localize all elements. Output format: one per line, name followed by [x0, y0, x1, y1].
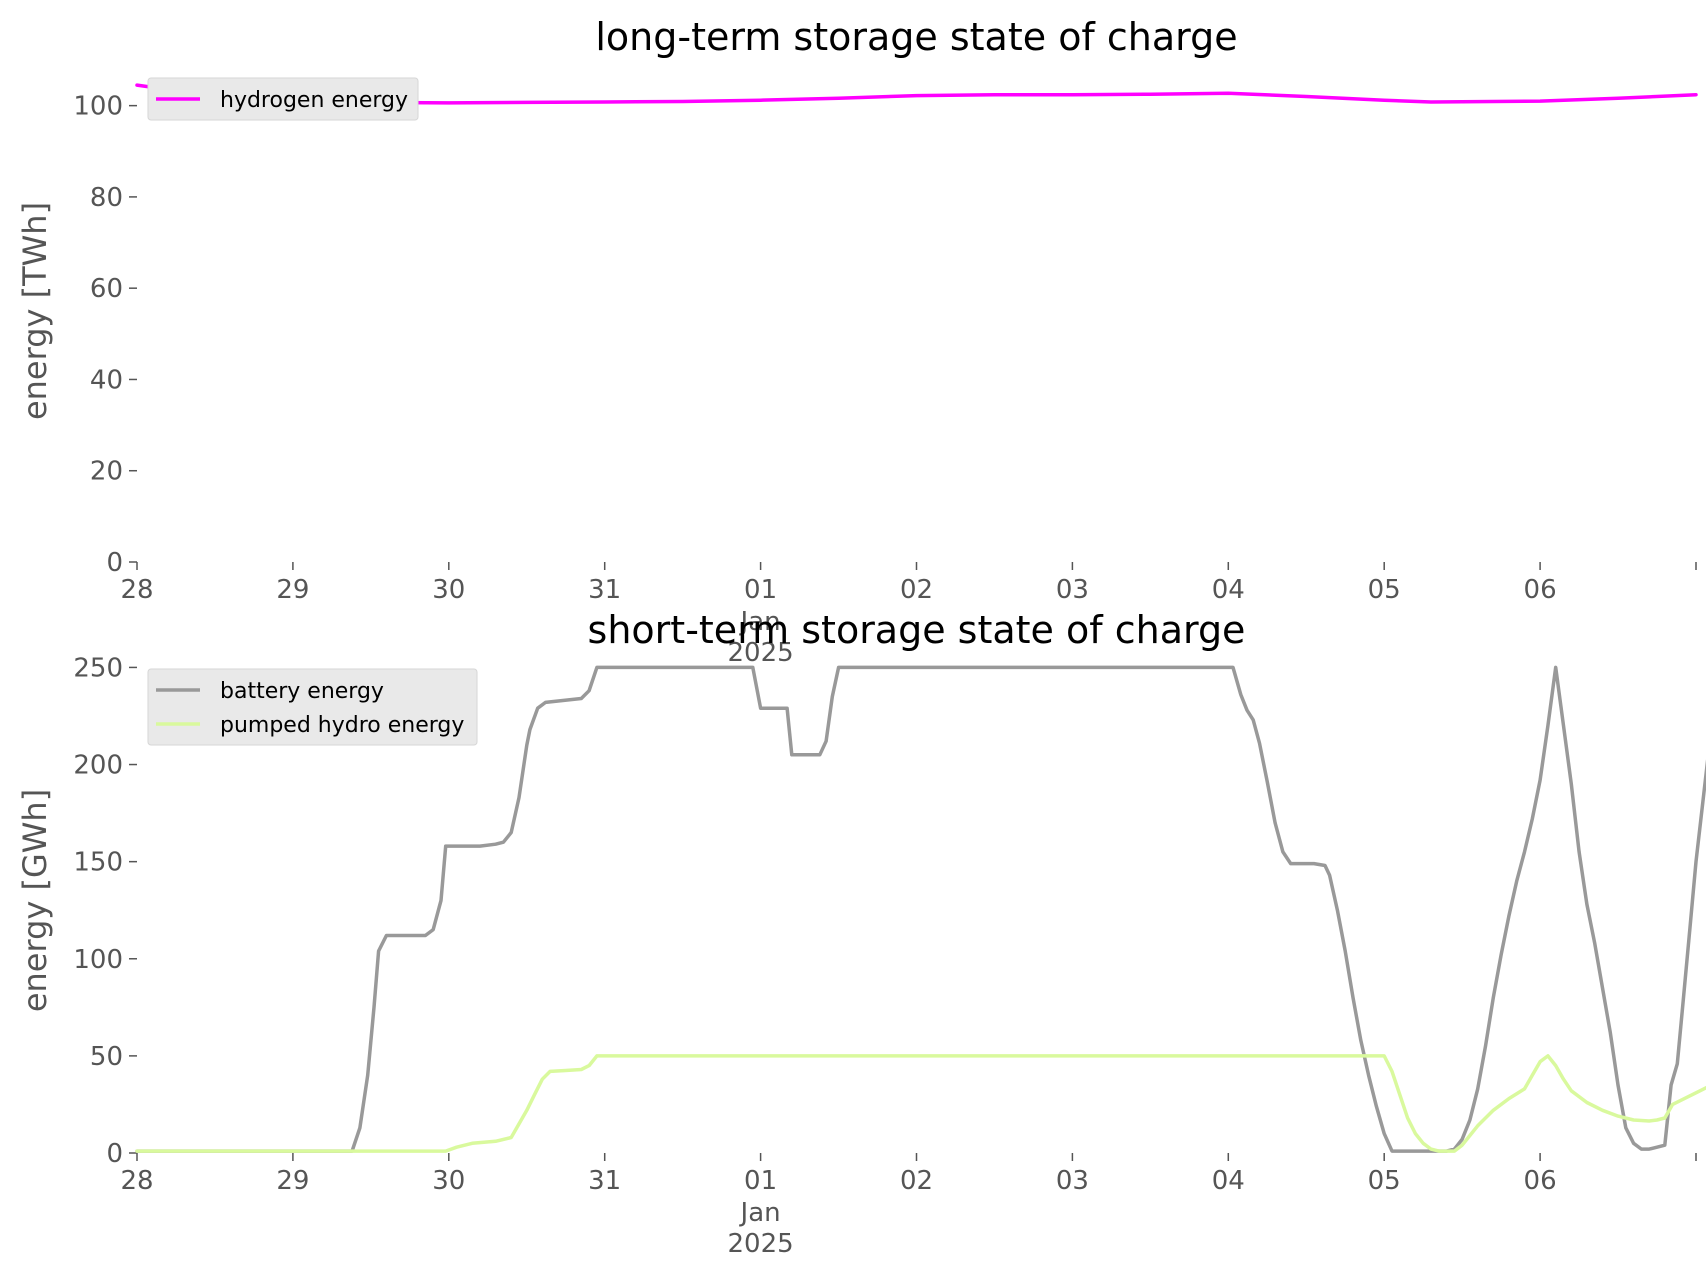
legend: battery energy pumped hydro energy [147, 668, 478, 746]
x-year-label: 2025 [728, 1229, 794, 1259]
y-tick-label: 50 [90, 1042, 123, 1072]
x-tick-label: 02 [900, 1166, 933, 1196]
y-tick-label: 80 [90, 183, 123, 213]
x-year-label: 2025 [728, 638, 794, 668]
x-tick-label: 29 [276, 1166, 309, 1196]
x-tick-label: 06 [1524, 575, 1557, 605]
x-month-label: Jan [739, 1198, 781, 1228]
x-tick-label: 05 [1368, 575, 1401, 605]
long-term-storage-panel: long-term storage state of charge energy … [16, 15, 1698, 668]
y-axis-label: energy [TWh] [16, 202, 54, 420]
y-tick-label: 0 [106, 1139, 123, 1169]
y-tick-label: 0 [106, 548, 123, 578]
series-line-battery-energy [135, 665, 1706, 1153]
series-line-pumped-hydro-energy [135, 1054, 1706, 1153]
chart-title: long-term storage state of charge [595, 15, 1237, 59]
x-tick-label: 28 [120, 1166, 153, 1196]
x-month-label: Jan [739, 607, 781, 637]
y-tick-label: 150 [73, 848, 123, 878]
legend-box [147, 77, 419, 121]
x-tick-label: 30 [432, 1166, 465, 1196]
legend-label: pumped hydro energy [220, 713, 464, 738]
legend-label: battery energy [220, 679, 384, 704]
x-tick-label: 01 [744, 575, 777, 605]
x-tick-label: 03 [1056, 1166, 1089, 1196]
legend-box [147, 668, 478, 746]
y-tick-label: 60 [90, 274, 123, 304]
x-tick-label: 06 [1524, 1166, 1557, 1196]
x-tick-label: 04 [1212, 1166, 1245, 1196]
short-term-storage-panel: short-term storage state of charge energy… [16, 608, 1706, 1259]
x-tick-label: 04 [1212, 575, 1245, 605]
y-tick-label: 250 [73, 653, 123, 683]
chart-title: short-term storage state of charge [588, 608, 1246, 652]
x-tick-label: 02 [900, 575, 933, 605]
y-axis-label: energy [GWh] [16, 789, 54, 1012]
x-tick-label: 31 [588, 575, 621, 605]
x-tick-label: 01 [744, 1166, 777, 1196]
x-tick-label: 30 [432, 575, 465, 605]
y-tick-label: 100 [73, 92, 123, 122]
y-tick-label: 100 [73, 945, 123, 975]
y-tick-label: 40 [90, 365, 123, 395]
x-tick-label: 29 [276, 575, 309, 605]
legend-label: hydrogen energy [220, 88, 408, 113]
x-tick-label: 03 [1056, 575, 1089, 605]
x-tick-label: 31 [588, 1166, 621, 1196]
y-tick-label: 200 [73, 751, 123, 781]
x-tick-label: 05 [1368, 1166, 1401, 1196]
y-tick-label: 20 [90, 457, 123, 487]
legend: hydrogen energy [147, 77, 419, 121]
x-tick-label: 28 [120, 575, 153, 605]
